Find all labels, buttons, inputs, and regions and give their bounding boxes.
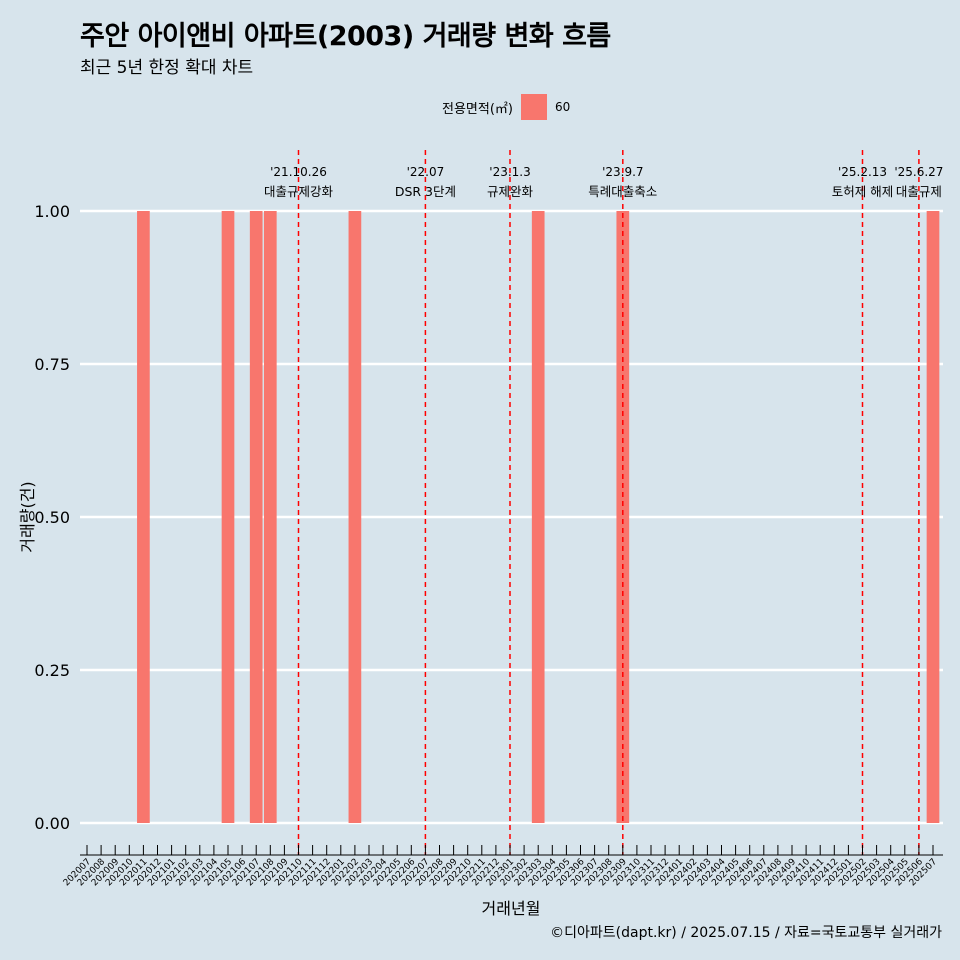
legend-title: 전용면적(㎡) [442,101,513,117]
event-date-label: '22.07 [407,165,445,179]
legend-key [520,94,547,120]
event-label: 대출규제 [896,184,942,199]
bar [263,211,277,823]
chart-subtitle: 최근 5년 한정 확대 차트 [80,58,254,78]
x-axis-title: 거래년월 [482,899,541,918]
legend-item-label: 60 [554,100,571,114]
bar [926,211,940,823]
event-date-label: '21.10.26 [270,165,327,179]
chart-title: 주안 아이앤비 아파트(2003) 거래량 변화 흐름 [80,21,611,52]
y-tick-label: 1.00 [34,202,70,221]
caption: ©디아파트(dapt.kr) / 2025.07.15 / 자료=국토교통부 실… [550,925,942,941]
event-label: 규제완화 [487,184,534,199]
bar [348,211,362,823]
event-label: 대출규제강화 [264,184,334,199]
event-date-label: '25.2.13 [838,165,887,179]
event-label: 토허제 해제 [832,184,893,199]
bar [137,211,150,823]
bar [221,211,235,823]
y-tick-label: 0.25 [34,661,70,680]
legend: 전용면적(㎡) 60 [442,94,570,120]
bar [616,211,630,823]
event-label: DSR 3단계 [395,184,456,199]
bar [531,211,545,823]
y-axis-title: 거래량(건) [18,481,37,552]
bar [249,211,263,823]
event-date-label: '23.1.3 [489,165,530,179]
y-tick-label: 0.00 [34,814,70,833]
y-tick-label: 0.75 [34,355,70,374]
event-date-label: '25.6.27 [894,165,943,179]
event-label: 특례대출축소 [588,184,657,199]
y-tick-label: 0.50 [34,508,70,527]
event-date-label: '23.9.7 [602,165,643,179]
